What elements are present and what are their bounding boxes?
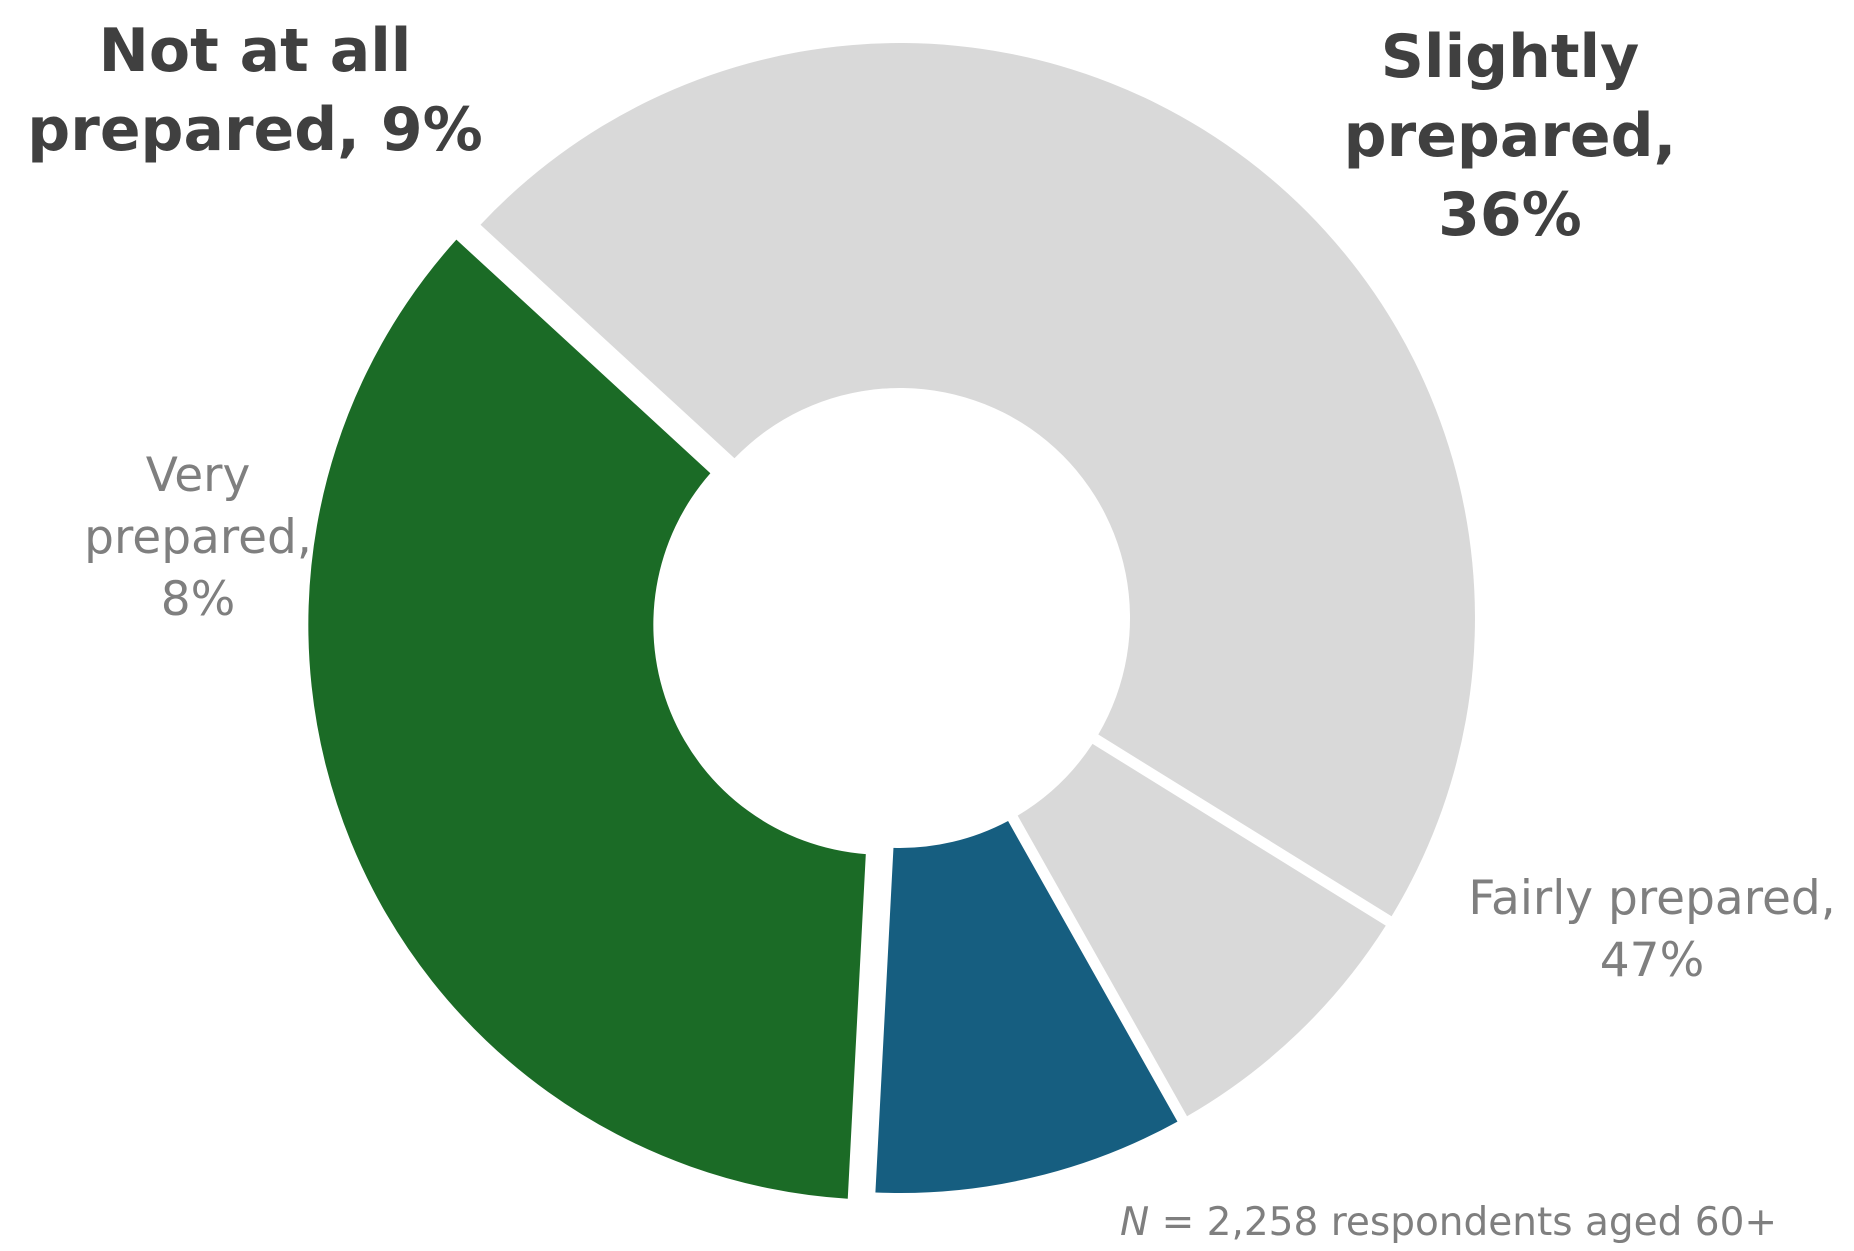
slice-label-fairly-prepared: Fairly prepared, 47% (1468, 868, 1835, 992)
slice-label-line: prepared, (1343, 101, 1677, 172)
slice-label-slightly-prepared: Slightly prepared, 36% (1344, 18, 1677, 256)
slice-label-not-at-all-prepared: Not at all prepared, 9% (27, 12, 482, 170)
slice-label-line: 36% (1438, 180, 1582, 251)
slice-label-line: Very (145, 448, 251, 503)
slice-label-line: prepared, 9% (27, 95, 483, 166)
slice-slightly-prepared (308, 239, 866, 1199)
slice-label-line: Not at all (98, 16, 412, 86)
slice-label-line: 8% (160, 572, 236, 628)
donut-slices (308, 43, 1475, 1199)
slice-label-line: Slightly (1380, 22, 1640, 92)
footnote-n-symbol: N (1120, 1200, 1150, 1245)
slice-very-prepared (1017, 743, 1386, 1117)
slice-label-line: 47% (1599, 933, 1705, 989)
slice-label-line: Fairly prepared, (1468, 871, 1836, 926)
slice-fairly-prepared (480, 43, 1475, 917)
footnote-text: = 2,258 respondents aged 60+ (1149, 1200, 1778, 1245)
slice-label-very-prepared: Very prepared, 8% (84, 445, 312, 631)
slice-label-line: prepared, (84, 510, 312, 566)
slice-not-at-all-prepared (875, 821, 1178, 1193)
sample-size-footnote: N = 2,258 respondents aged 60+ (1120, 1200, 1777, 1245)
